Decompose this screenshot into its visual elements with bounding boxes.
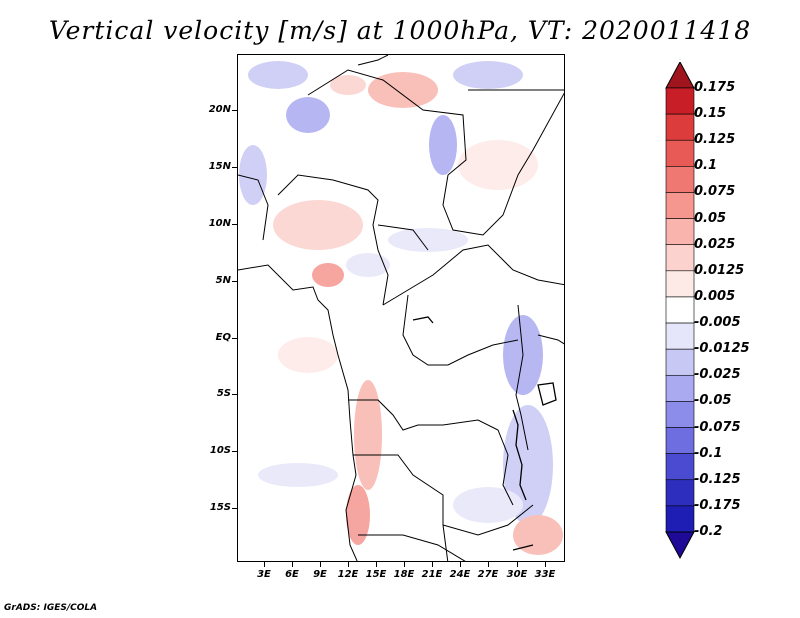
colorbar-label: 0.005	[694, 288, 736, 304]
colorbar-label: 0.0125	[694, 262, 745, 278]
colorbar-label: 0.15	[694, 106, 727, 122]
colorbar-box	[665, 113, 695, 141]
lon-tick	[320, 562, 321, 567]
lat-label: 5S	[216, 388, 231, 399]
map-canvas	[238, 55, 564, 561]
lat-label: 15N	[208, 161, 231, 172]
colorbar-label: 0.05	[694, 210, 727, 226]
lon-label: 21E	[421, 569, 443, 580]
lon-tick	[460, 562, 461, 567]
colorbar-box	[665, 296, 695, 324]
colorbar-label: 0.075	[694, 184, 736, 200]
map-title: Vertical velocity [m/s] at 1000hPa, VT: …	[48, 16, 752, 45]
lat-label: 15S	[209, 502, 231, 513]
colorbar-box	[665, 192, 695, 219]
lat-tick	[232, 451, 237, 452]
colorbar-box	[665, 218, 695, 246]
lat-tick	[232, 281, 237, 282]
lon-tick	[488, 562, 489, 567]
colorbar-box	[665, 479, 695, 507]
colorbar-box	[665, 401, 695, 428]
map-panel	[237, 54, 565, 562]
colorbar-label: -0.025	[694, 367, 741, 383]
colorbar-label: -0.0125	[694, 341, 750, 357]
lat-tick	[232, 338, 237, 339]
lon-label: 3E	[257, 569, 271, 580]
lat-tick	[232, 224, 237, 225]
lon-tick	[404, 562, 405, 567]
colorbar-box	[665, 348, 695, 376]
lat-tick	[232, 167, 237, 168]
lat-label: 10S	[209, 445, 231, 456]
colorbar-label: -0.1	[694, 445, 723, 461]
lon-label: 18E	[393, 569, 415, 580]
colorbar-label: -0.125	[694, 471, 741, 487]
lat-label: 10N	[208, 218, 231, 229]
velocity-shading	[239, 61, 563, 555]
lon-tick	[348, 562, 349, 567]
lon-label: 9E	[313, 569, 327, 580]
colorbar-bottom-arrow	[665, 531, 695, 560]
colorbar-box	[665, 244, 695, 272]
colorbar-box	[665, 270, 695, 298]
lat-tick	[232, 508, 237, 509]
colorbar-label: -0.005	[694, 315, 741, 331]
lon-label: 15E	[365, 569, 387, 580]
lon-label: 27E	[477, 569, 499, 580]
colorbar-label: 0.025	[694, 236, 736, 252]
lake-outlines	[412, 316, 557, 551]
colorbar-box	[665, 505, 695, 533]
lon-label: 30E	[506, 569, 528, 580]
colorbar-label: 0.1	[694, 158, 718, 174]
colorbar-label: -0.05	[694, 393, 732, 409]
lat-label: 5N	[215, 275, 231, 286]
lat-label: 20N	[208, 104, 231, 115]
colorbar-box	[665, 322, 695, 350]
colorbar-label: -0.175	[694, 497, 741, 513]
colorbar-label: -0.2	[694, 524, 723, 539]
colorbar-box	[665, 166, 695, 193]
colorbar	[665, 62, 695, 560]
colorbar-box	[665, 374, 695, 402]
colorbar-label: 0.175	[694, 80, 736, 95]
lon-tick	[264, 562, 265, 567]
lon-tick	[432, 562, 433, 567]
lon-label: 12E	[337, 569, 359, 580]
lon-tick	[545, 562, 546, 567]
colorbar-box	[665, 453, 695, 481]
colorbar-box	[665, 427, 695, 454]
lat-tick	[232, 394, 237, 395]
lat-tick	[232, 110, 237, 111]
lat-label: EQ	[215, 332, 231, 343]
colorbar-box	[665, 87, 695, 115]
lon-tick	[292, 562, 293, 567]
lon-tick	[376, 562, 377, 567]
colorbar-label: 0.125	[694, 132, 736, 148]
lon-label: 6E	[285, 569, 299, 580]
colorbar-label: -0.075	[694, 419, 741, 435]
lon-tick	[517, 562, 518, 567]
lon-label: 33E	[534, 569, 556, 580]
colorbar-top-arrow	[665, 62, 695, 89]
lon-label: 24E	[449, 569, 471, 580]
colorbar-box	[665, 139, 695, 167]
country-borders	[238, 55, 564, 561]
grads-credit: GrADS: IGES/COLA	[4, 603, 98, 613]
